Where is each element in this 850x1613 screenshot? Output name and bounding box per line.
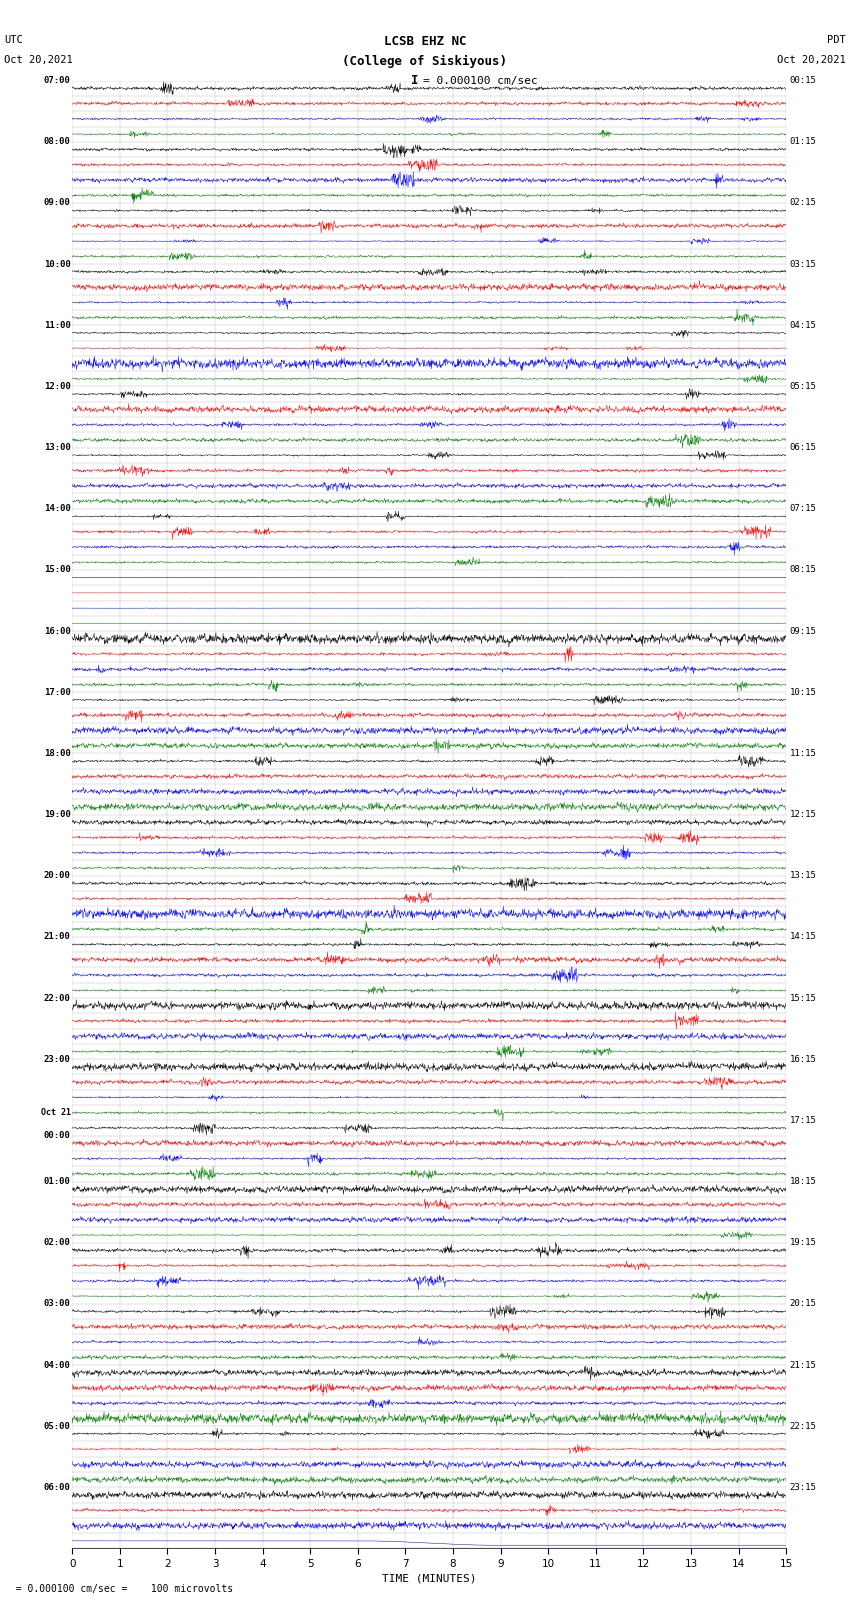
Text: 20:15: 20:15 xyxy=(790,1300,816,1308)
Text: (College of Siskiyous): (College of Siskiyous) xyxy=(343,55,507,68)
Text: 20:00: 20:00 xyxy=(44,871,71,881)
Text: = 0.000100 cm/sec: = 0.000100 cm/sec xyxy=(423,76,538,85)
Text: 10:15: 10:15 xyxy=(790,687,816,697)
Text: 14:15: 14:15 xyxy=(790,932,816,942)
Text: 07:15: 07:15 xyxy=(790,505,816,513)
Text: 04:15: 04:15 xyxy=(790,321,816,329)
Text: 03:15: 03:15 xyxy=(790,260,816,269)
X-axis label: TIME (MINUTES): TIME (MINUTES) xyxy=(382,1573,477,1582)
Text: 03:00: 03:00 xyxy=(44,1300,71,1308)
Text: 13:15: 13:15 xyxy=(790,871,816,881)
Text: 15:00: 15:00 xyxy=(44,566,71,574)
Text: 08:00: 08:00 xyxy=(44,137,71,147)
Text: 11:15: 11:15 xyxy=(790,748,816,758)
Text: 00:15: 00:15 xyxy=(790,76,816,85)
Text: 22:00: 22:00 xyxy=(44,994,71,1003)
Text: 12:15: 12:15 xyxy=(790,810,816,819)
Text: PDT: PDT xyxy=(827,35,846,45)
Text: 01:00: 01:00 xyxy=(44,1177,71,1186)
Text: 06:15: 06:15 xyxy=(790,444,816,452)
Text: 02:00: 02:00 xyxy=(44,1239,71,1247)
Text: 12:00: 12:00 xyxy=(44,382,71,390)
Text: 23:00: 23:00 xyxy=(44,1055,71,1063)
Text: Oct 20,2021: Oct 20,2021 xyxy=(777,55,846,65)
Text: LCSB EHZ NC: LCSB EHZ NC xyxy=(383,35,467,48)
Text: 16:00: 16:00 xyxy=(44,626,71,636)
Text: 16:15: 16:15 xyxy=(790,1055,816,1063)
Text: 15:15: 15:15 xyxy=(790,994,816,1003)
Text: = 0.000100 cm/sec =    100 microvolts: = 0.000100 cm/sec = 100 microvolts xyxy=(4,1584,234,1594)
Text: 18:00: 18:00 xyxy=(44,748,71,758)
Text: 11:00: 11:00 xyxy=(44,321,71,329)
Text: 04:00: 04:00 xyxy=(44,1360,71,1369)
Text: 21:00: 21:00 xyxy=(44,932,71,942)
Text: 21:15: 21:15 xyxy=(790,1360,816,1369)
Text: 05:15: 05:15 xyxy=(790,382,816,390)
Text: 14:00: 14:00 xyxy=(44,505,71,513)
Text: 09:00: 09:00 xyxy=(44,198,71,208)
Text: 13:00: 13:00 xyxy=(44,444,71,452)
Text: 07:00: 07:00 xyxy=(44,76,71,85)
Text: 18:15: 18:15 xyxy=(790,1177,816,1186)
Text: 02:15: 02:15 xyxy=(790,198,816,208)
Text: 05:00: 05:00 xyxy=(44,1421,71,1431)
Text: Oct 21: Oct 21 xyxy=(41,1108,71,1118)
Text: UTC: UTC xyxy=(4,35,23,45)
Text: 10:00: 10:00 xyxy=(44,260,71,269)
Text: Oct 20,2021: Oct 20,2021 xyxy=(4,55,73,65)
Text: 09:15: 09:15 xyxy=(790,626,816,636)
Text: 08:15: 08:15 xyxy=(790,566,816,574)
Text: 17:00: 17:00 xyxy=(44,687,71,697)
Text: 22:15: 22:15 xyxy=(790,1421,816,1431)
Text: 01:15: 01:15 xyxy=(790,137,816,147)
Text: 23:15: 23:15 xyxy=(790,1482,816,1492)
Text: 00:00: 00:00 xyxy=(44,1131,71,1140)
Text: 19:15: 19:15 xyxy=(790,1239,816,1247)
Text: 19:00: 19:00 xyxy=(44,810,71,819)
Text: 17:15: 17:15 xyxy=(790,1116,816,1124)
Text: 06:00: 06:00 xyxy=(44,1482,71,1492)
Text: I: I xyxy=(411,74,418,87)
